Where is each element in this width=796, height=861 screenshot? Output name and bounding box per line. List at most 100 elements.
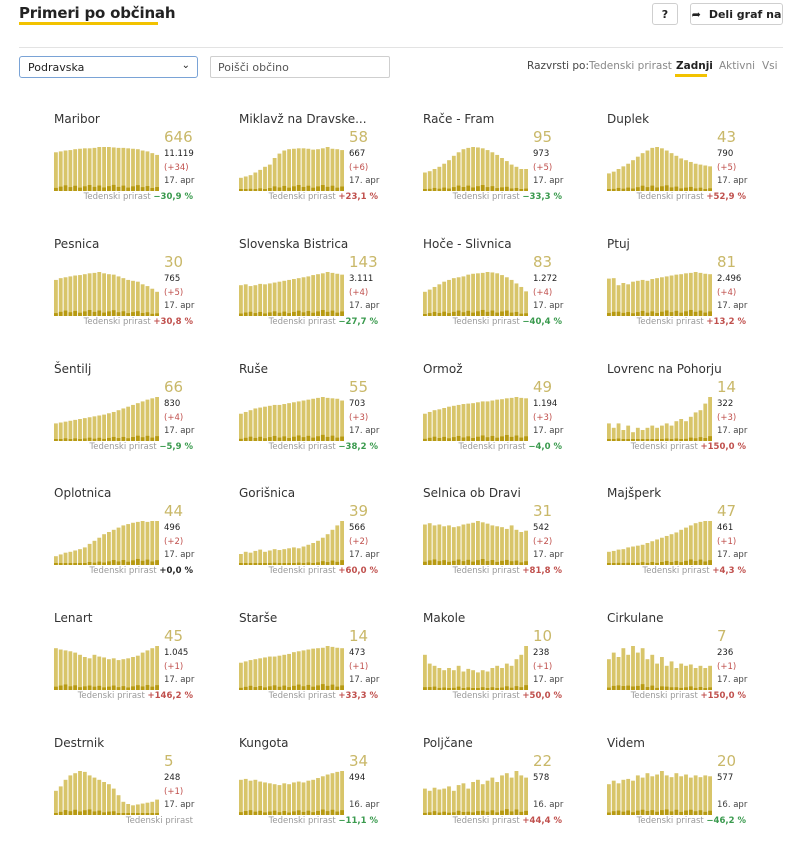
new-case-bar	[432, 559, 437, 565]
new-case-bar	[635, 187, 640, 191]
case-bar	[456, 277, 461, 316]
new-case-bar	[282, 185, 287, 191]
municipality-card[interactable]: Destrnik 5 248 (+1) 17. apr Tedenski prirast	[54, 736, 229, 861]
case-bar	[155, 646, 159, 690]
new-case-bar	[311, 686, 316, 690]
new-case-bar	[437, 687, 442, 690]
municipality-card[interactable]: Poljčane 22 578 16. apr Tedenski prirast +44…	[423, 736, 598, 861]
case-bar	[277, 655, 282, 690]
new-case-bar	[325, 685, 330, 690]
municipality-card[interactable]: Duplek 43 790 (+5) 17. apr Tedenski prirast +…	[607, 112, 782, 237]
case-bar	[514, 529, 519, 565]
sort-option-active[interactable]: Aktivni	[719, 60, 756, 72]
new-case-bar	[325, 562, 330, 565]
case-bar	[476, 779, 480, 815]
weekly-growth-value: +52,9 %	[706, 192, 746, 202]
new-case-bar	[447, 812, 451, 815]
case-bar	[87, 658, 92, 690]
share-button[interactable]: ➦ Deli graf na	[690, 3, 783, 25]
sort-option-all[interactable]: Vsi	[762, 60, 778, 72]
active-cases: 22	[533, 752, 553, 770]
new-case-bar	[135, 813, 140, 815]
case-bar	[698, 777, 703, 815]
new-case-bar	[679, 312, 684, 316]
case-bar	[320, 647, 325, 690]
municipality-card[interactable]: Miklavž na Dravske... 58 667 (+6) 17. apr Ted…	[239, 112, 414, 237]
weekly-growth-value: +0,0 %	[159, 566, 193, 576]
municipality-card[interactable]: Starše 14 473 (+1) 17. apr Tedenski prirast +…	[239, 611, 414, 736]
case-bar	[669, 275, 674, 316]
new-case-bar	[126, 313, 131, 316]
case-bar	[480, 670, 485, 690]
case-bar	[466, 274, 471, 316]
case-bar	[611, 780, 616, 815]
case-bar	[432, 525, 437, 565]
case-bar	[660, 425, 664, 441]
new-case-bar	[607, 189, 611, 191]
sort-option-weekly[interactable]: Tedenski prirast	[589, 60, 672, 72]
municipality-card[interactable]: Slovenska Bistrica 143 3.111 (+4) 17. apr Ted…	[239, 237, 414, 362]
municipality-card[interactable]: Kungota 34 494 16. apr Tedenski prirast −11,…	[239, 736, 414, 861]
municipality-card[interactable]: Lenart 45 1.045 (+1) 17. apr Tedenski prirast…	[54, 611, 229, 736]
case-bar	[68, 551, 73, 565]
case-bar	[684, 273, 688, 316]
new-case-bar	[684, 438, 688, 441]
municipality-card[interactable]: Makole 10 238 (+1) 17. apr Tedenski prirast +…	[423, 611, 598, 736]
case-bar	[655, 427, 659, 441]
municipality-card[interactable]: Ruše 55 703 (+3) 17. apr Tedenski prirast −38…	[239, 362, 414, 487]
new-case-bar	[447, 313, 451, 316]
case-bar	[140, 401, 145, 441]
municipality-card[interactable]: Pesnica 30 765 (+5) 17. apr Tedenski prirast …	[54, 237, 229, 362]
region-select[interactable]: Podravska ⌄	[19, 56, 198, 78]
case-bar	[287, 403, 291, 441]
municipality-card[interactable]: Šentilj 66 830 (+4) 17. apr Tedenski prirast …	[54, 362, 229, 487]
total-cases: 765	[164, 274, 181, 284]
weekly-growth-value: +146,2 %	[147, 691, 193, 701]
case-bar	[272, 549, 277, 565]
new-case-bar	[423, 687, 427, 690]
new-case-bar	[282, 563, 287, 565]
new-case-bar	[423, 561, 427, 565]
new-case-bar	[239, 812, 243, 815]
case-bar	[437, 789, 442, 815]
municipality-card[interactable]: Videm 20 577 16. apr Tedenski prirast −46,2 …	[607, 736, 782, 861]
new-case-bar	[645, 811, 650, 815]
case-bar	[97, 272, 102, 316]
new-case-bar	[621, 188, 626, 191]
municipality-card[interactable]: Cirkulane 7 236 (+1) 17. apr Tedenski prirast…	[607, 611, 782, 736]
new-case-bar	[631, 686, 635, 690]
case-bar	[616, 783, 621, 815]
help-button[interactable]: ?	[652, 3, 678, 25]
municipality-card[interactable]: Selnica ob Dravi 31 542 (+2) 17. apr Tedenski…	[423, 486, 598, 611]
municipality-card[interactable]: Lovrenc na Pohorju 14 322 (+3) 17. apr Tedens…	[607, 362, 782, 487]
municipality-card[interactable]: Ormož 49 1.194 (+3) 17. apr Tedenski prirast …	[423, 362, 598, 487]
new-case-bar	[135, 435, 140, 441]
total-cases: 11.119	[164, 149, 194, 159]
case-bar	[87, 417, 92, 441]
new-case-bar	[607, 439, 611, 441]
sort-option-latest[interactable]: Zadnji	[676, 60, 713, 72]
new-case-bar	[296, 810, 301, 815]
case-bar	[131, 522, 135, 565]
municipality-search-input[interactable]: Poišči občino	[210, 56, 390, 78]
case-bar	[519, 775, 524, 815]
weekly-growth-value: −11,1 %	[338, 816, 378, 826]
weekly-growth: Tedenski prirast −4,0 %	[459, 442, 562, 452]
case-bar	[140, 150, 145, 191]
new-case-bar	[140, 312, 145, 316]
active-cases: 39	[349, 502, 369, 520]
new-case-bar	[688, 309, 693, 316]
municipality-card[interactable]: Ptuj 81 2.496 (+4) 17. apr Tedenski prirast +…	[607, 237, 782, 362]
case-bar	[524, 530, 528, 565]
new-case-bar	[611, 188, 616, 191]
municipality-card[interactable]: Hoče - Slivnica 83 1.272 (+4) 17. apr Tedensk…	[423, 237, 598, 362]
case-bar	[437, 284, 442, 316]
municipality-card[interactable]: Maribor 646 11.119 (+34) 17. apr Tedenski pri…	[54, 112, 229, 237]
municipality-card[interactable]: Oplotnica 44 496 (+2) 17. apr Tedenski priras…	[54, 486, 229, 611]
municipality-card[interactable]: Majšperk 47 461 (+1) 17. apr Tedenski prirast…	[607, 486, 782, 611]
municipality-card[interactable]: Gorišnica 39 566 (+2) 17. apr Tedenski priras…	[239, 486, 414, 611]
new-case-bar	[442, 560, 447, 565]
case-bar	[306, 276, 311, 316]
municipality-card[interactable]: Rače - Fram 95 973 (+5) 17. apr Tedenski prir…	[423, 112, 598, 237]
municipality-name: Cirkulane	[607, 611, 664, 625]
